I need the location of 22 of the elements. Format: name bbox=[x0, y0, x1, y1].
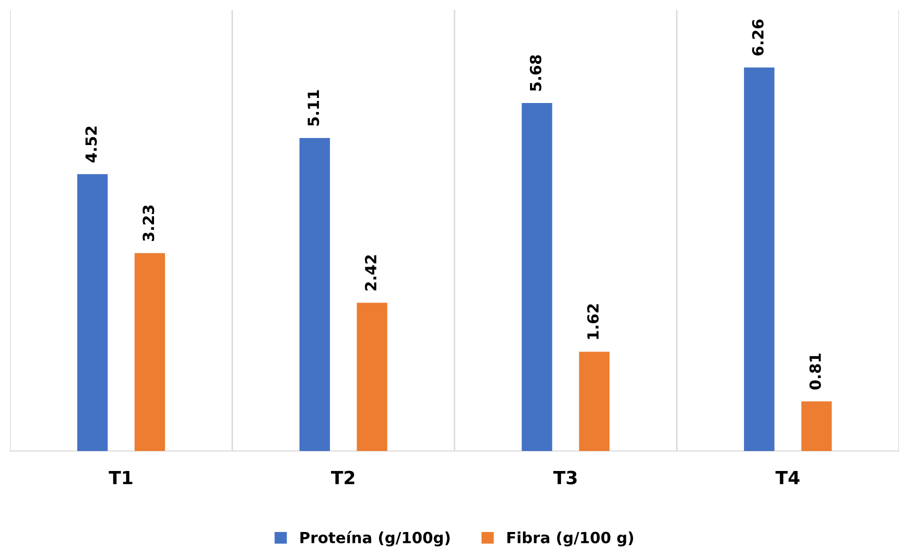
legend-label: Fibra (g/100 g) bbox=[507, 532, 634, 546]
data-label: 5.68 bbox=[530, 55, 542, 91]
bar bbox=[522, 103, 552, 451]
bar bbox=[299, 138, 330, 451]
bar bbox=[579, 352, 610, 451]
bar bbox=[77, 174, 108, 451]
data-label: 6.26 bbox=[752, 20, 764, 56]
legend-label: Proteína (g/100g) bbox=[300, 530, 450, 546]
data-label: 2.42 bbox=[364, 255, 376, 290]
x-tick-label: T2 bbox=[331, 470, 354, 484]
x-tick-label: T4 bbox=[776, 471, 800, 484]
x-tick-label: T1 bbox=[108, 471, 132, 484]
data-label: 4.52 bbox=[85, 126, 97, 162]
data-label: 3.23 bbox=[142, 206, 154, 241]
bar bbox=[744, 68, 774, 451]
data-label: 5.11 bbox=[308, 90, 320, 126]
bar bbox=[801, 401, 832, 451]
data-label: 1.62 bbox=[587, 304, 599, 339]
bar bbox=[356, 302, 388, 451]
data-label: 0.81 bbox=[809, 354, 821, 390]
bar bbox=[134, 253, 166, 451]
x-tick-label: T3 bbox=[553, 470, 577, 484]
